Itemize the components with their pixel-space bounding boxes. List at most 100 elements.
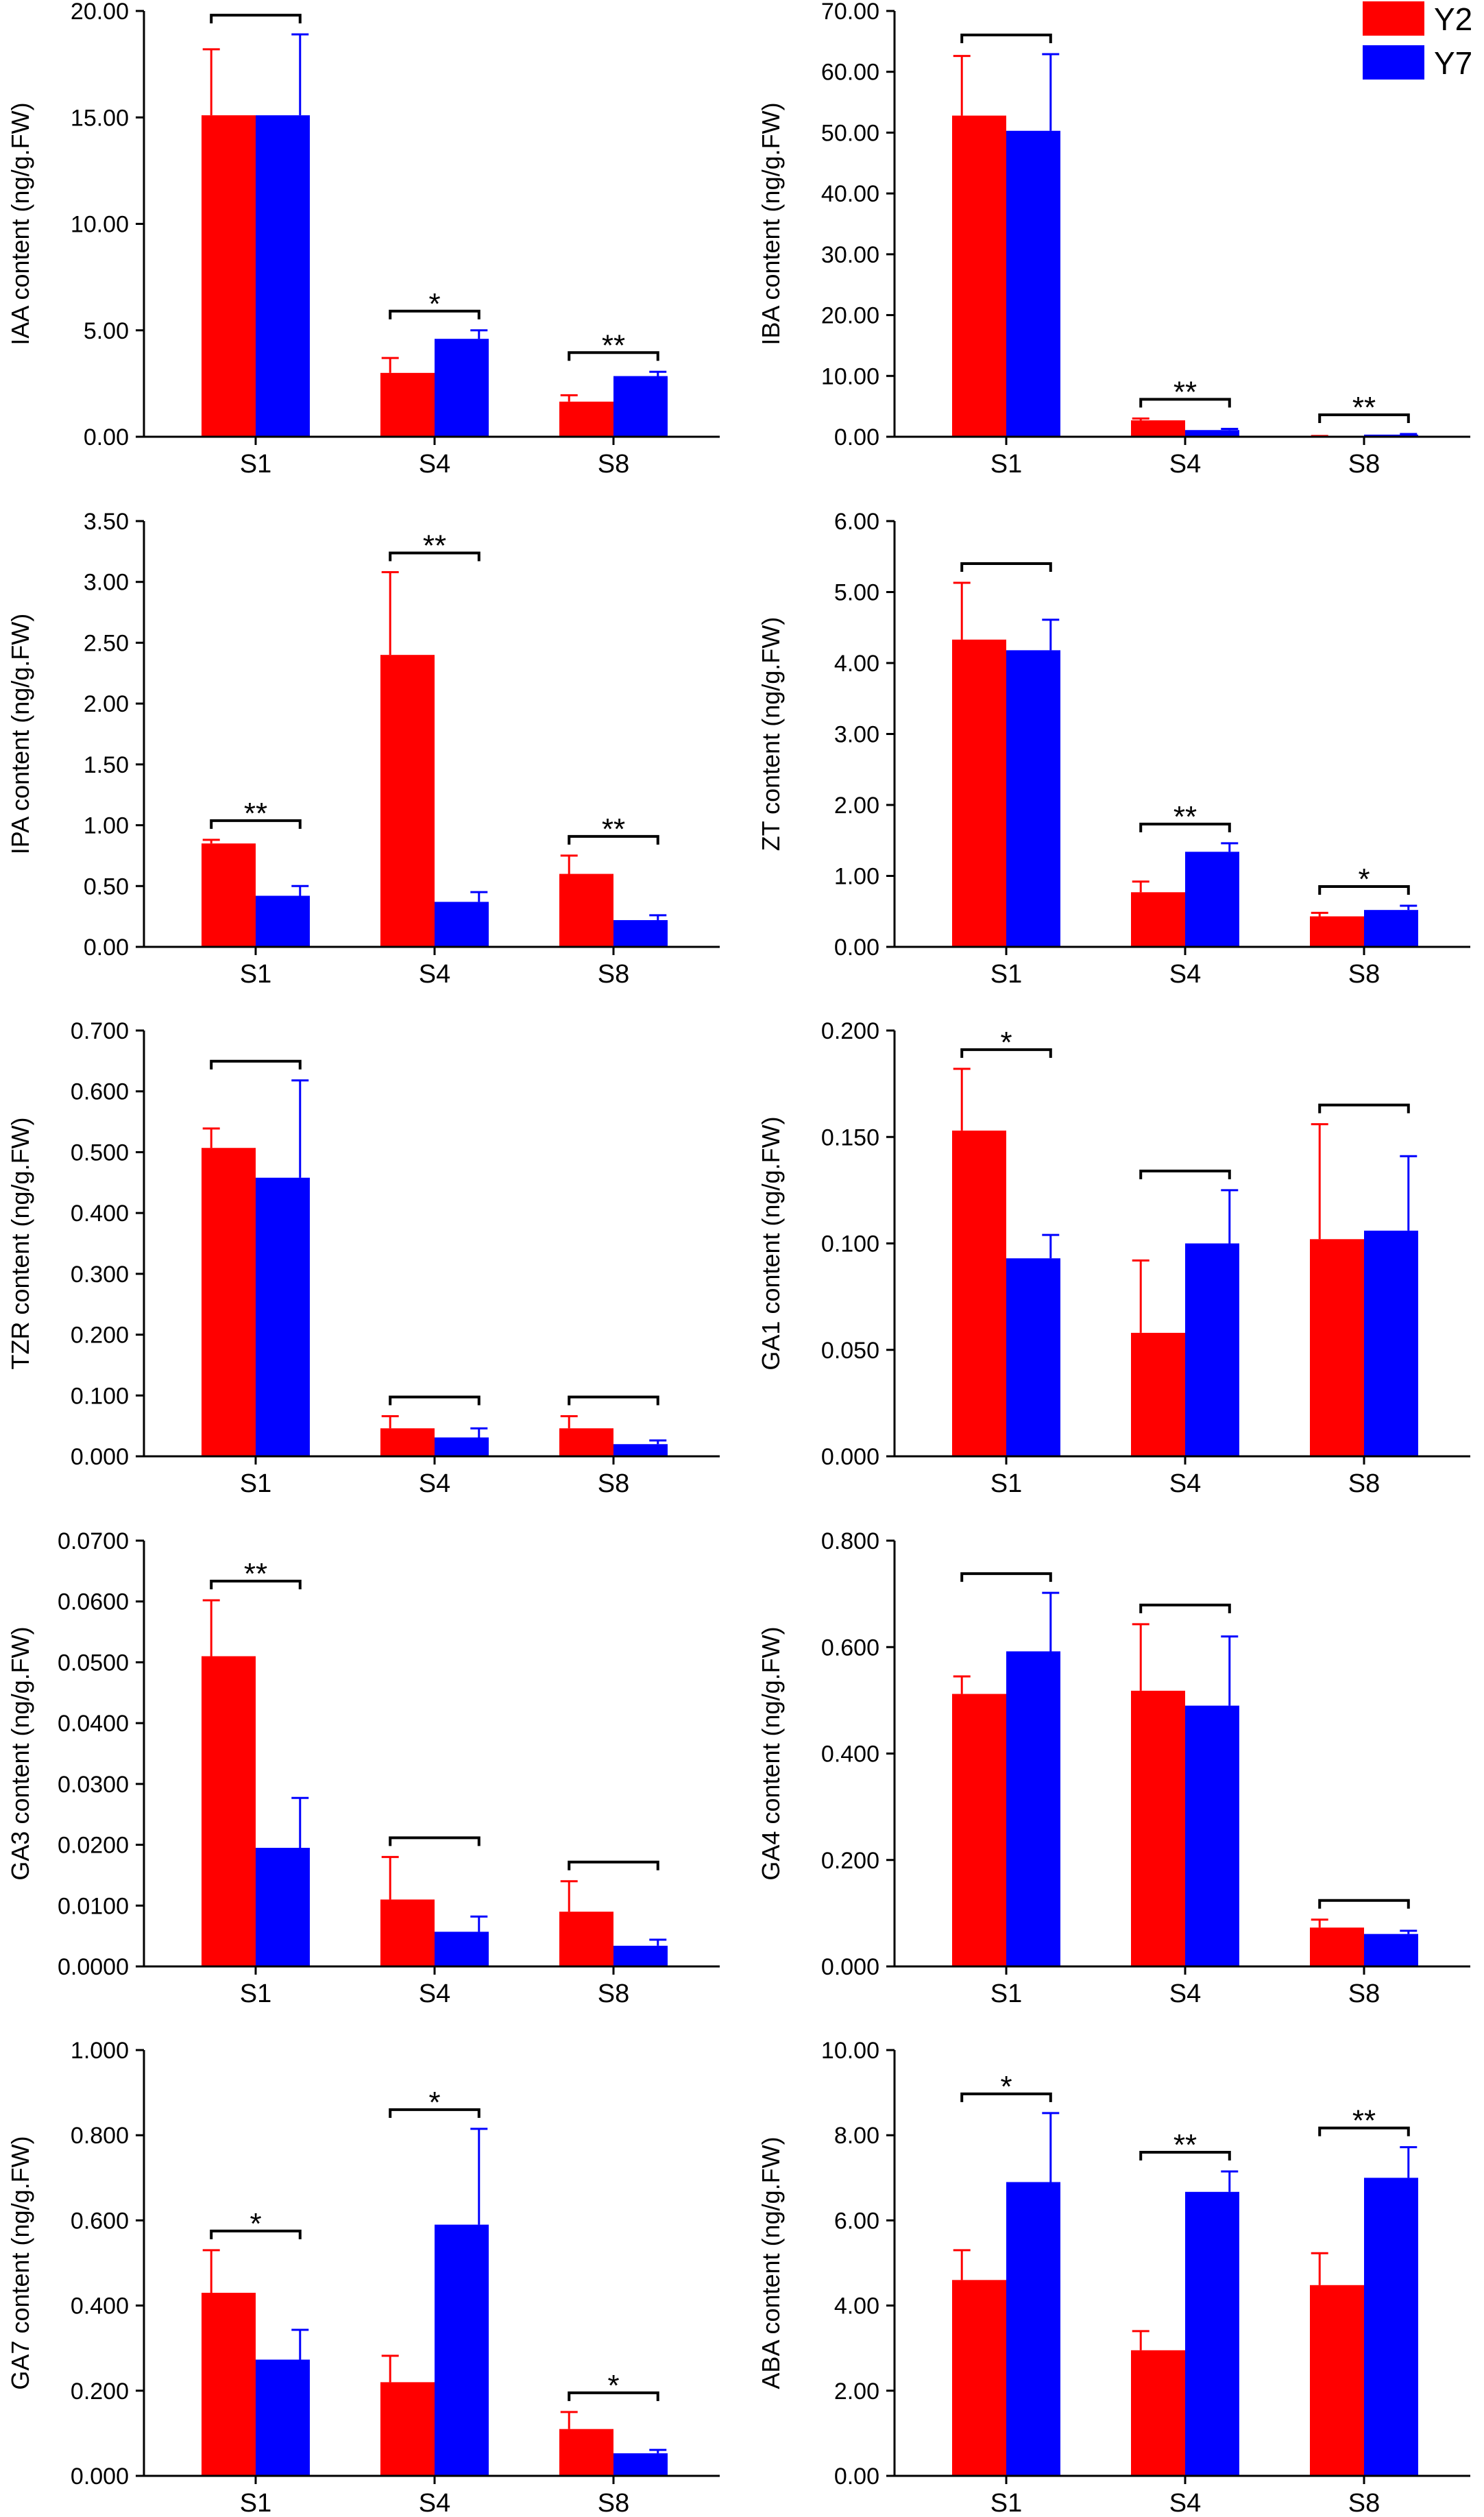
significance-bracket-S1 (210, 1579, 302, 1589)
y-tick-label: 0.0100 (58, 1893, 129, 1919)
bar-Y7-S4 (435, 902, 489, 947)
chart-panel-4: S1 ** S4 * S8 0.00 1.00 2.00 3.00 4.00 5.00 6.00 ZT … (757, 509, 1470, 989)
y-tick-label: 6.00 (834, 2208, 879, 2234)
bar-Y2-S8 (1310, 1239, 1364, 1456)
y-axis-title: ABA content (ng/g.FW) (757, 2136, 785, 2389)
significance-label-S1: ** (244, 1557, 267, 1591)
chart-panel-5: S1 S4 S8 0.000 0.100 0.200 0.300 0.400 0.500 0.60… (6, 1018, 720, 1498)
x-tick-label-S1: S1 (990, 1469, 1022, 1498)
bar-Y2-S8 (1310, 916, 1364, 947)
significance-bracket-S8 (1318, 2126, 1410, 2136)
significance-bracket-S8 (568, 1860, 659, 1870)
x-tick-label-S1: S1 (990, 1979, 1022, 2008)
significance-bracket-S1 (960, 1572, 1052, 1582)
significance-bracket-S8 (1318, 1899, 1410, 1909)
bar-Y2-S8 (559, 401, 613, 437)
bar-Y7-S4 (435, 339, 489, 437)
significance-bracket-S4 (389, 1836, 481, 1846)
x-tick-label-S8: S8 (598, 960, 629, 989)
bar-Y2-S4 (380, 1428, 435, 1456)
y-tick-label: 0.0700 (58, 1528, 129, 1554)
significance-bracket-S4 (1139, 822, 1231, 832)
y-tick-label: 0.00 (834, 2464, 879, 2490)
y-tick-label: 0.600 (71, 1079, 129, 1105)
bar-Y7-S1 (256, 1177, 310, 1456)
bar-Y2-S8 (1310, 2285, 1364, 2476)
bar-Y7-S4 (1185, 430, 1239, 437)
legend-label-Y7: Y7 (1434, 45, 1472, 81)
y-tick-label: 0.400 (71, 2293, 129, 2320)
y-tick-label: 20.00 (821, 303, 879, 329)
y-tick-label: 0.800 (71, 2123, 129, 2149)
bar-Y7-S4 (1185, 1243, 1239, 1456)
y-tick-label: 50.00 (821, 120, 879, 146)
bar-Y7-S1 (1006, 130, 1060, 437)
y-tick-label: 0.800 (821, 1528, 879, 1554)
x-tick-label-S8: S8 (1348, 1469, 1380, 1498)
significance-label-S1: * (1000, 1026, 1012, 1059)
y-axis-title: TZR content (ng/g.FW) (6, 1117, 34, 1369)
y-tick-label: 0.500 (71, 1140, 129, 1166)
y-axis-title: ZT content (ng/g.FW) (757, 617, 785, 851)
significance-bracket-S1 (210, 2229, 302, 2239)
significance-label-S4: ** (1173, 2128, 1197, 2162)
y-tick-label: 0.50 (84, 874, 129, 900)
bar-Y7-S8 (613, 2453, 668, 2476)
y-tick-label: 20.00 (71, 0, 129, 25)
significance-label-S8: * (607, 2369, 619, 2402)
y-tick-label: 0.150 (821, 1124, 879, 1151)
x-tick-label-S1: S1 (240, 960, 271, 989)
x-tick-label-S1: S1 (240, 2489, 271, 2514)
bar-Y7-S8 (1364, 1934, 1418, 1966)
chart-panel-9: * S1 * S4 * S8 0.000 0.200 0.400 0.600 0.800 1.000 G… (6, 2038, 720, 2517)
significance-bracket-S8 (568, 351, 659, 361)
y-tick-label: 1.00 (834, 864, 879, 890)
bar-Y2-S1 (202, 115, 256, 437)
x-tick-label-S4: S4 (1169, 2489, 1201, 2514)
x-tick-label-S4: S4 (419, 450, 450, 479)
bar-Y2-S1 (952, 1130, 1006, 1456)
x-tick-label-S1: S1 (990, 960, 1022, 989)
x-tick-label-S4: S4 (1169, 1979, 1201, 2008)
x-tick-label-S8: S8 (1348, 960, 1380, 989)
significance-label-S1: * (250, 2207, 261, 2241)
bar-Y2-S1 (202, 1656, 256, 1966)
significance-bracket-S8 (568, 834, 659, 845)
y-tick-label: 0.00 (84, 424, 129, 450)
y-tick-label: 2.00 (834, 793, 879, 819)
y-tick-label: 3.00 (84, 570, 129, 596)
y-tick-label: 0.000 (71, 1444, 129, 1470)
bar-Y7-S1 (256, 1848, 310, 1966)
bar-Y2-S1 (202, 2292, 256, 2476)
y-tick-label: 0.100 (71, 1383, 129, 1409)
bar-Y7-S1 (256, 895, 310, 947)
significance-label-S1: * (1000, 2070, 1012, 2104)
x-tick-label-S4: S4 (419, 1979, 450, 2008)
y-tick-label: 0.300 (71, 1262, 129, 1288)
y-tick-label: 0.0500 (58, 1650, 129, 1676)
chart-panel-10: * S1 ** S4 ** S8 0.00 2.00 4.00 6.00 8.00 10.00 ABA … (757, 2038, 1470, 2517)
x-tick-label-S4: S4 (1169, 960, 1201, 989)
bar-Y7-S4 (1185, 1705, 1239, 1966)
bar-Y7-S1 (256, 2359, 310, 2476)
y-tick-label: 0.00 (834, 424, 879, 450)
chart-panel-3: ** S1 ** S4 ** S8 0.00 0.50 1.00 1.50 2.00 2.50 3.00… (6, 509, 720, 989)
significance-label-S8: ** (1352, 391, 1376, 424)
chart-panel-8: S1 S4 S8 0.000 0.200 0.400 0.600 0.800 GA4 conte… (757, 1528, 1470, 2008)
y-tick-label: 6.00 (834, 509, 879, 535)
y-tick-label: 10.00 (71, 212, 129, 238)
y-tick-label: 0.600 (821, 1635, 879, 1661)
x-tick-label-S8: S8 (598, 2489, 629, 2514)
y-axis-title: GA4 content (ng/g.FW) (757, 1626, 785, 1880)
bar-Y2-S8 (559, 874, 613, 947)
y-tick-label: 0.00 (84, 935, 129, 961)
significance-bracket-S8 (1318, 884, 1410, 895)
y-tick-label: 3.00 (834, 722, 879, 748)
bar-Y2-S4 (1131, 2350, 1185, 2476)
significance-bracket-S4 (389, 309, 481, 320)
significance-bracket-S4 (389, 551, 481, 562)
y-tick-label: 0.200 (71, 1323, 129, 1349)
significance-label-S4: * (428, 2086, 440, 2119)
